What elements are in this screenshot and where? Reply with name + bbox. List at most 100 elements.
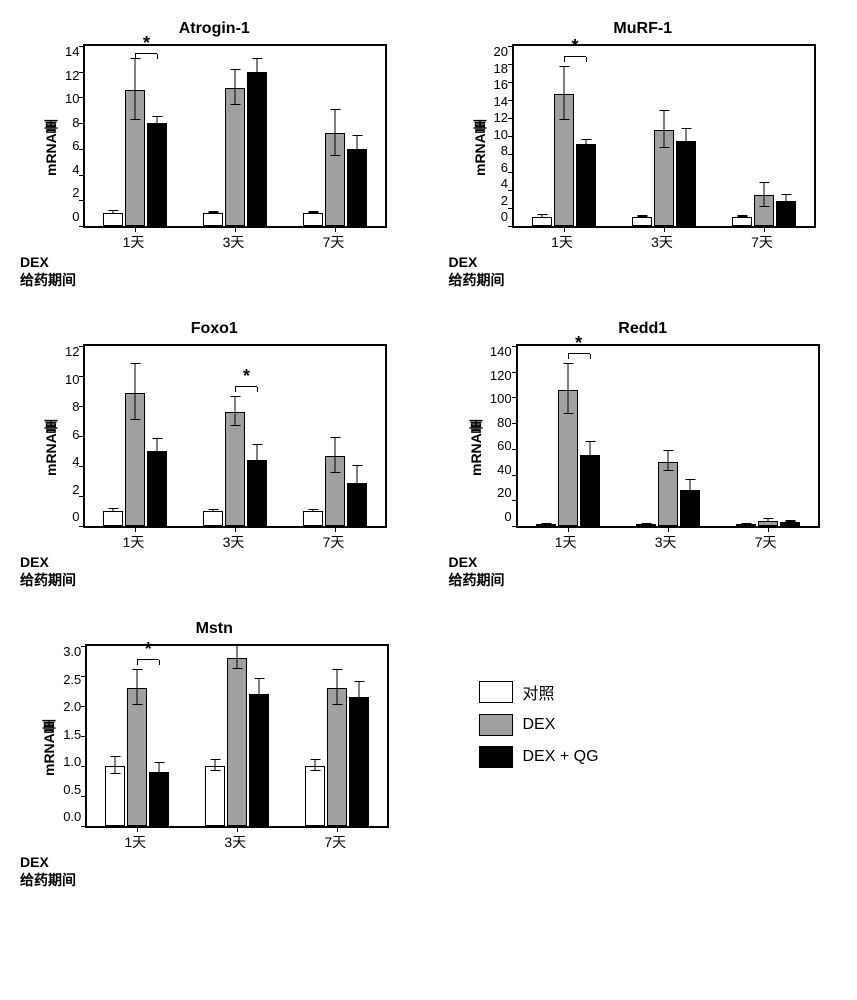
y-tick-label: 8	[72, 115, 79, 130]
x-axis-footer-1: DEX	[449, 254, 505, 270]
chart-title: Atrogin-1	[179, 20, 250, 38]
bar	[105, 766, 125, 826]
y-tick-label: 14	[494, 94, 508, 109]
significance-star: *	[243, 366, 250, 387]
legend-swatch	[479, 714, 513, 736]
bar	[103, 213, 123, 226]
y-axis-label: mRNA量	[41, 63, 61, 233]
x-tick-label: 3天	[651, 232, 673, 252]
bar	[147, 451, 167, 526]
chart-title: Mstn	[196, 620, 233, 638]
chart-panel: MuRF-1mRNA量20181614121086420*1天3天7天DEX给药…	[449, 20, 838, 290]
bar	[347, 483, 367, 527]
bar	[732, 217, 752, 226]
y-tick-label: 12	[65, 344, 79, 359]
x-tick-label: 3天	[223, 532, 245, 552]
bar	[580, 455, 600, 526]
bar	[532, 217, 552, 226]
bar-group	[636, 462, 700, 526]
x-axis-footer-2: 给药期间	[20, 270, 76, 290]
bar-group	[203, 72, 267, 226]
bar	[576, 144, 596, 226]
y-tick-label: 14	[65, 44, 79, 59]
legend-item: DEX	[479, 714, 838, 736]
x-axis-footer-1: DEX	[20, 254, 76, 270]
plot-area: *	[516, 344, 820, 528]
bar	[227, 658, 247, 826]
bar-group	[632, 130, 696, 226]
bar-group	[103, 393, 167, 527]
y-tick-label: 0	[501, 209, 508, 224]
x-tick-label: 1天	[123, 232, 145, 252]
bar	[680, 490, 700, 526]
y-tick-label: 2	[72, 482, 79, 497]
y-tick-label: 10	[494, 127, 508, 142]
x-tick-label: 1天	[551, 232, 573, 252]
legend-label: 对照	[523, 680, 555, 704]
y-tick-label: 2.5	[63, 672, 81, 687]
x-tick-label: 3天	[223, 232, 245, 252]
y-tick-label: 2	[501, 193, 508, 208]
y-tick-label: 6	[72, 138, 79, 153]
y-tick-label: 2	[72, 185, 79, 200]
y-tick-label: 6	[501, 160, 508, 175]
y-tick-label: 4	[72, 162, 79, 177]
bar	[632, 217, 652, 226]
bar	[658, 462, 678, 526]
bar-group	[105, 688, 169, 826]
bar-group	[536, 390, 600, 526]
bar	[247, 460, 267, 526]
y-tick-label: 2.0	[63, 699, 81, 714]
y-tick-label: 40	[497, 462, 511, 477]
plot-area: *	[85, 644, 389, 828]
bar	[225, 88, 245, 226]
x-axis-footer-1: DEX	[449, 554, 505, 570]
significance-star: *	[143, 33, 150, 54]
plot-area: *	[512, 44, 816, 228]
bar	[325, 133, 345, 226]
bar	[225, 412, 245, 526]
y-tick-label: 0	[72, 209, 79, 224]
bar	[776, 201, 796, 226]
bar	[125, 90, 145, 226]
y-tick-label: 6	[72, 427, 79, 442]
bar	[347, 149, 367, 226]
y-axis-label: mRNA量	[39, 663, 59, 833]
x-axis-footer-2: 给药期间	[20, 870, 76, 890]
bar	[127, 688, 147, 826]
bar	[149, 772, 169, 826]
chart-title: MuRF-1	[613, 20, 672, 38]
y-tick-label: 0.0	[63, 809, 81, 824]
chart-panel: Redd1mRNA量140120100806040200*1天3天7天DEX给药…	[449, 320, 838, 590]
bar	[654, 130, 674, 226]
bar	[736, 524, 756, 526]
y-tick-label: 16	[494, 77, 508, 92]
x-tick-label: 7天	[323, 232, 345, 252]
x-tick-label: 1天	[124, 832, 146, 852]
bar	[203, 213, 223, 226]
x-axis-footer-1: DEX	[20, 854, 76, 870]
legend-swatch	[479, 681, 513, 703]
y-tick-label: 4	[501, 176, 508, 191]
bar	[349, 697, 369, 826]
bar	[125, 393, 145, 527]
bar	[325, 456, 345, 527]
bar	[536, 524, 556, 526]
x-tick-label: 3天	[655, 532, 677, 552]
x-tick-label: 7天	[751, 232, 773, 252]
y-tick-label: 0	[504, 509, 511, 524]
bar	[676, 141, 696, 227]
y-tick-label: 8	[72, 399, 79, 414]
bar-group	[305, 688, 369, 826]
bar-group	[532, 94, 596, 226]
y-tick-label: 0.5	[63, 782, 81, 797]
bar-group	[303, 456, 367, 527]
y-tick-label: 12	[494, 110, 508, 125]
y-axis-label: mRNA量	[466, 363, 486, 533]
bar	[636, 524, 656, 526]
bar	[249, 694, 269, 826]
chart-title: Foxo1	[191, 320, 238, 338]
bar	[303, 213, 323, 226]
y-tick-label: 1.5	[63, 727, 81, 742]
bar	[558, 390, 578, 526]
